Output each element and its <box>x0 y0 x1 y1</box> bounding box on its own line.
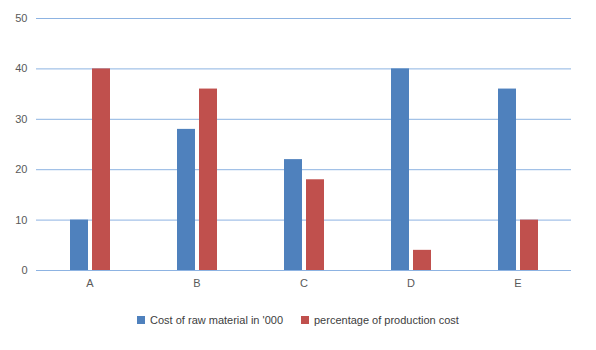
svg-text:B: B <box>193 277 200 289</box>
html-text:percentage of production cost: percentage of production cost <box>314 314 459 326</box>
svg-text:E: E <box>514 277 521 289</box>
svg-text:40: 40 <box>15 62 27 74</box>
svg-text:A: A <box>86 277 94 289</box>
svg-text:50: 50 <box>15 12 27 24</box>
svg-text:0: 0 <box>21 264 27 276</box>
svg-text:10: 10 <box>15 214 27 226</box>
svg-text:20: 20 <box>15 163 27 175</box>
svg-text:C: C <box>300 277 308 289</box>
svg-text:30: 30 <box>15 113 27 125</box>
html-text:Cost of raw material in '000: Cost of raw material in '000 <box>150 314 283 326</box>
svg-text:D: D <box>407 277 415 289</box>
